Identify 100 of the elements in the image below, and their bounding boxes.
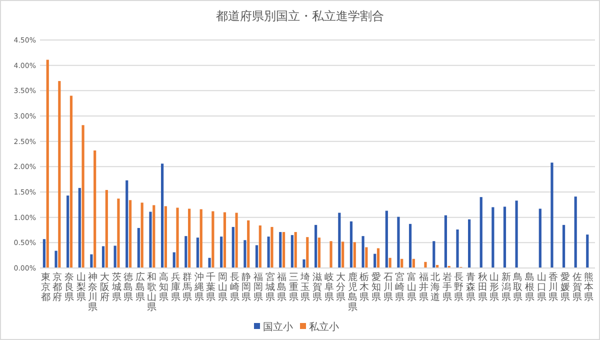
x-tick-label: 山梨県: [76, 271, 86, 303]
bar: [456, 229, 459, 268]
x-tick-label: 宮城県: [264, 271, 276, 303]
bar: [58, 81, 61, 268]
bar: [255, 245, 258, 268]
bar: [137, 228, 140, 268]
bar: [196, 238, 200, 268]
bar: [342, 242, 344, 268]
bar: [562, 224, 566, 268]
bar: [149, 212, 152, 268]
x-tick-label: 富山県: [406, 271, 417, 303]
x-tick-label: 東京都: [40, 271, 51, 303]
x-tick-label: 京都府: [52, 271, 63, 303]
bar: [282, 232, 286, 268]
bar: [424, 262, 427, 268]
bar: [66, 196, 70, 268]
bar: [338, 212, 341, 268]
x-tick-label: 神奈川県: [88, 271, 98, 313]
bar: [586, 234, 589, 268]
bar: [114, 246, 116, 268]
bar: [82, 125, 84, 268]
x-tick-label: 福岡県: [253, 271, 264, 303]
bar: [492, 207, 494, 268]
x-tick-label: 沖縄県: [193, 271, 204, 303]
bar: [126, 180, 128, 268]
bar: [550, 162, 554, 268]
bar: [208, 258, 211, 268]
bar: [164, 206, 167, 268]
bar: [385, 210, 388, 268]
x-tick-label: 長崎県: [230, 272, 240, 303]
bar: [353, 242, 356, 268]
bar: [200, 209, 202, 268]
x-tick-label: 兵庫県: [170, 271, 181, 303]
x-tick-label: 群馬県: [182, 271, 193, 303]
x-tick-label: 茨城県: [110, 271, 122, 303]
bar: [270, 226, 274, 268]
x-tick-label: 熊本県: [584, 271, 594, 303]
bar: [515, 200, 518, 268]
x-tick-label: 岡山県: [218, 272, 228, 303]
bar: [212, 211, 214, 268]
bar: [90, 254, 93, 268]
bar: [176, 208, 179, 268]
legend-label: 国立小: [263, 321, 293, 333]
bar: [94, 150, 96, 268]
bar: [314, 224, 318, 268]
bar: [350, 221, 353, 268]
bar: [140, 202, 144, 268]
x-tick-label: 徳島県: [124, 272, 134, 303]
bar: [235, 212, 238, 268]
bar: [480, 197, 482, 268]
x-tick-label: 北海道: [430, 271, 441, 303]
bar: [258, 225, 262, 268]
bar: [247, 220, 250, 268]
bar: [172, 252, 176, 268]
bar: [290, 235, 294, 268]
bar: [188, 208, 191, 268]
x-tick-label: 山口県: [536, 271, 547, 303]
x-tick-label: 高知県: [158, 271, 169, 303]
x-tick-label: 大分県: [336, 271, 346, 303]
x-tick-label: 愛媛県: [560, 271, 570, 303]
x-tick-label: 佐賀県: [572, 272, 582, 303]
x-tick-label: 長野県: [454, 272, 464, 303]
x-tick-label: 栃木県: [360, 271, 370, 303]
x-tick-label: 三重県: [288, 272, 299, 303]
x-tick-label: 埼玉県: [300, 271, 311, 303]
bar: [152, 205, 156, 268]
x-tick-label: 福井県: [418, 271, 429, 303]
x-tick-label: 滋賀県: [312, 271, 322, 303]
bar: [223, 212, 226, 268]
x-tick-label: 香川県: [548, 271, 559, 303]
bar: [184, 236, 188, 268]
bar: [374, 254, 376, 268]
bar: [408, 224, 412, 268]
bar: [444, 215, 447, 268]
bar: [330, 241, 332, 268]
bar: [160, 164, 164, 268]
x-tick-label: 奈良県: [64, 272, 75, 303]
bar: [365, 247, 368, 268]
bar: [102, 246, 105, 268]
x-tick-label: 静岡県: [242, 271, 252, 303]
bar: [220, 236, 223, 268]
bar: [362, 236, 364, 268]
x-tick-label: 広島県: [135, 271, 146, 303]
bar: [105, 190, 108, 268]
bar: [78, 188, 81, 268]
bar: [244, 240, 246, 268]
x-tick-label: 岩手県: [442, 271, 452, 303]
bar: [538, 208, 542, 268]
bar: [279, 232, 282, 268]
bar: [432, 241, 436, 268]
x-tick-label: 大阪府: [100, 271, 110, 303]
x-tick-label: 石川県: [383, 272, 394, 303]
x-tick-label: 和歌山県: [147, 271, 158, 313]
bar: [397, 216, 400, 268]
bar: [388, 258, 392, 268]
bar: [376, 248, 380, 268]
bar: [117, 198, 120, 268]
bar: [302, 259, 306, 268]
bar: [232, 226, 234, 268]
x-tick-label: 千葉県: [206, 271, 216, 303]
